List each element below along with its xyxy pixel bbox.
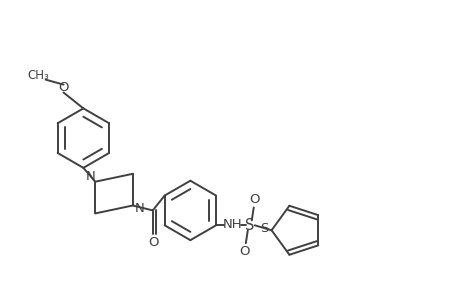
Text: CH₃: CH₃ bbox=[27, 69, 49, 82]
Text: S: S bbox=[245, 218, 254, 233]
Text: N: N bbox=[85, 170, 95, 183]
Text: O: O bbox=[58, 81, 69, 94]
Text: N: N bbox=[134, 202, 145, 215]
Text: O: O bbox=[249, 193, 259, 206]
Text: NH: NH bbox=[223, 218, 242, 231]
Text: O: O bbox=[148, 236, 159, 249]
Text: S: S bbox=[260, 222, 268, 235]
Text: O: O bbox=[239, 244, 250, 258]
